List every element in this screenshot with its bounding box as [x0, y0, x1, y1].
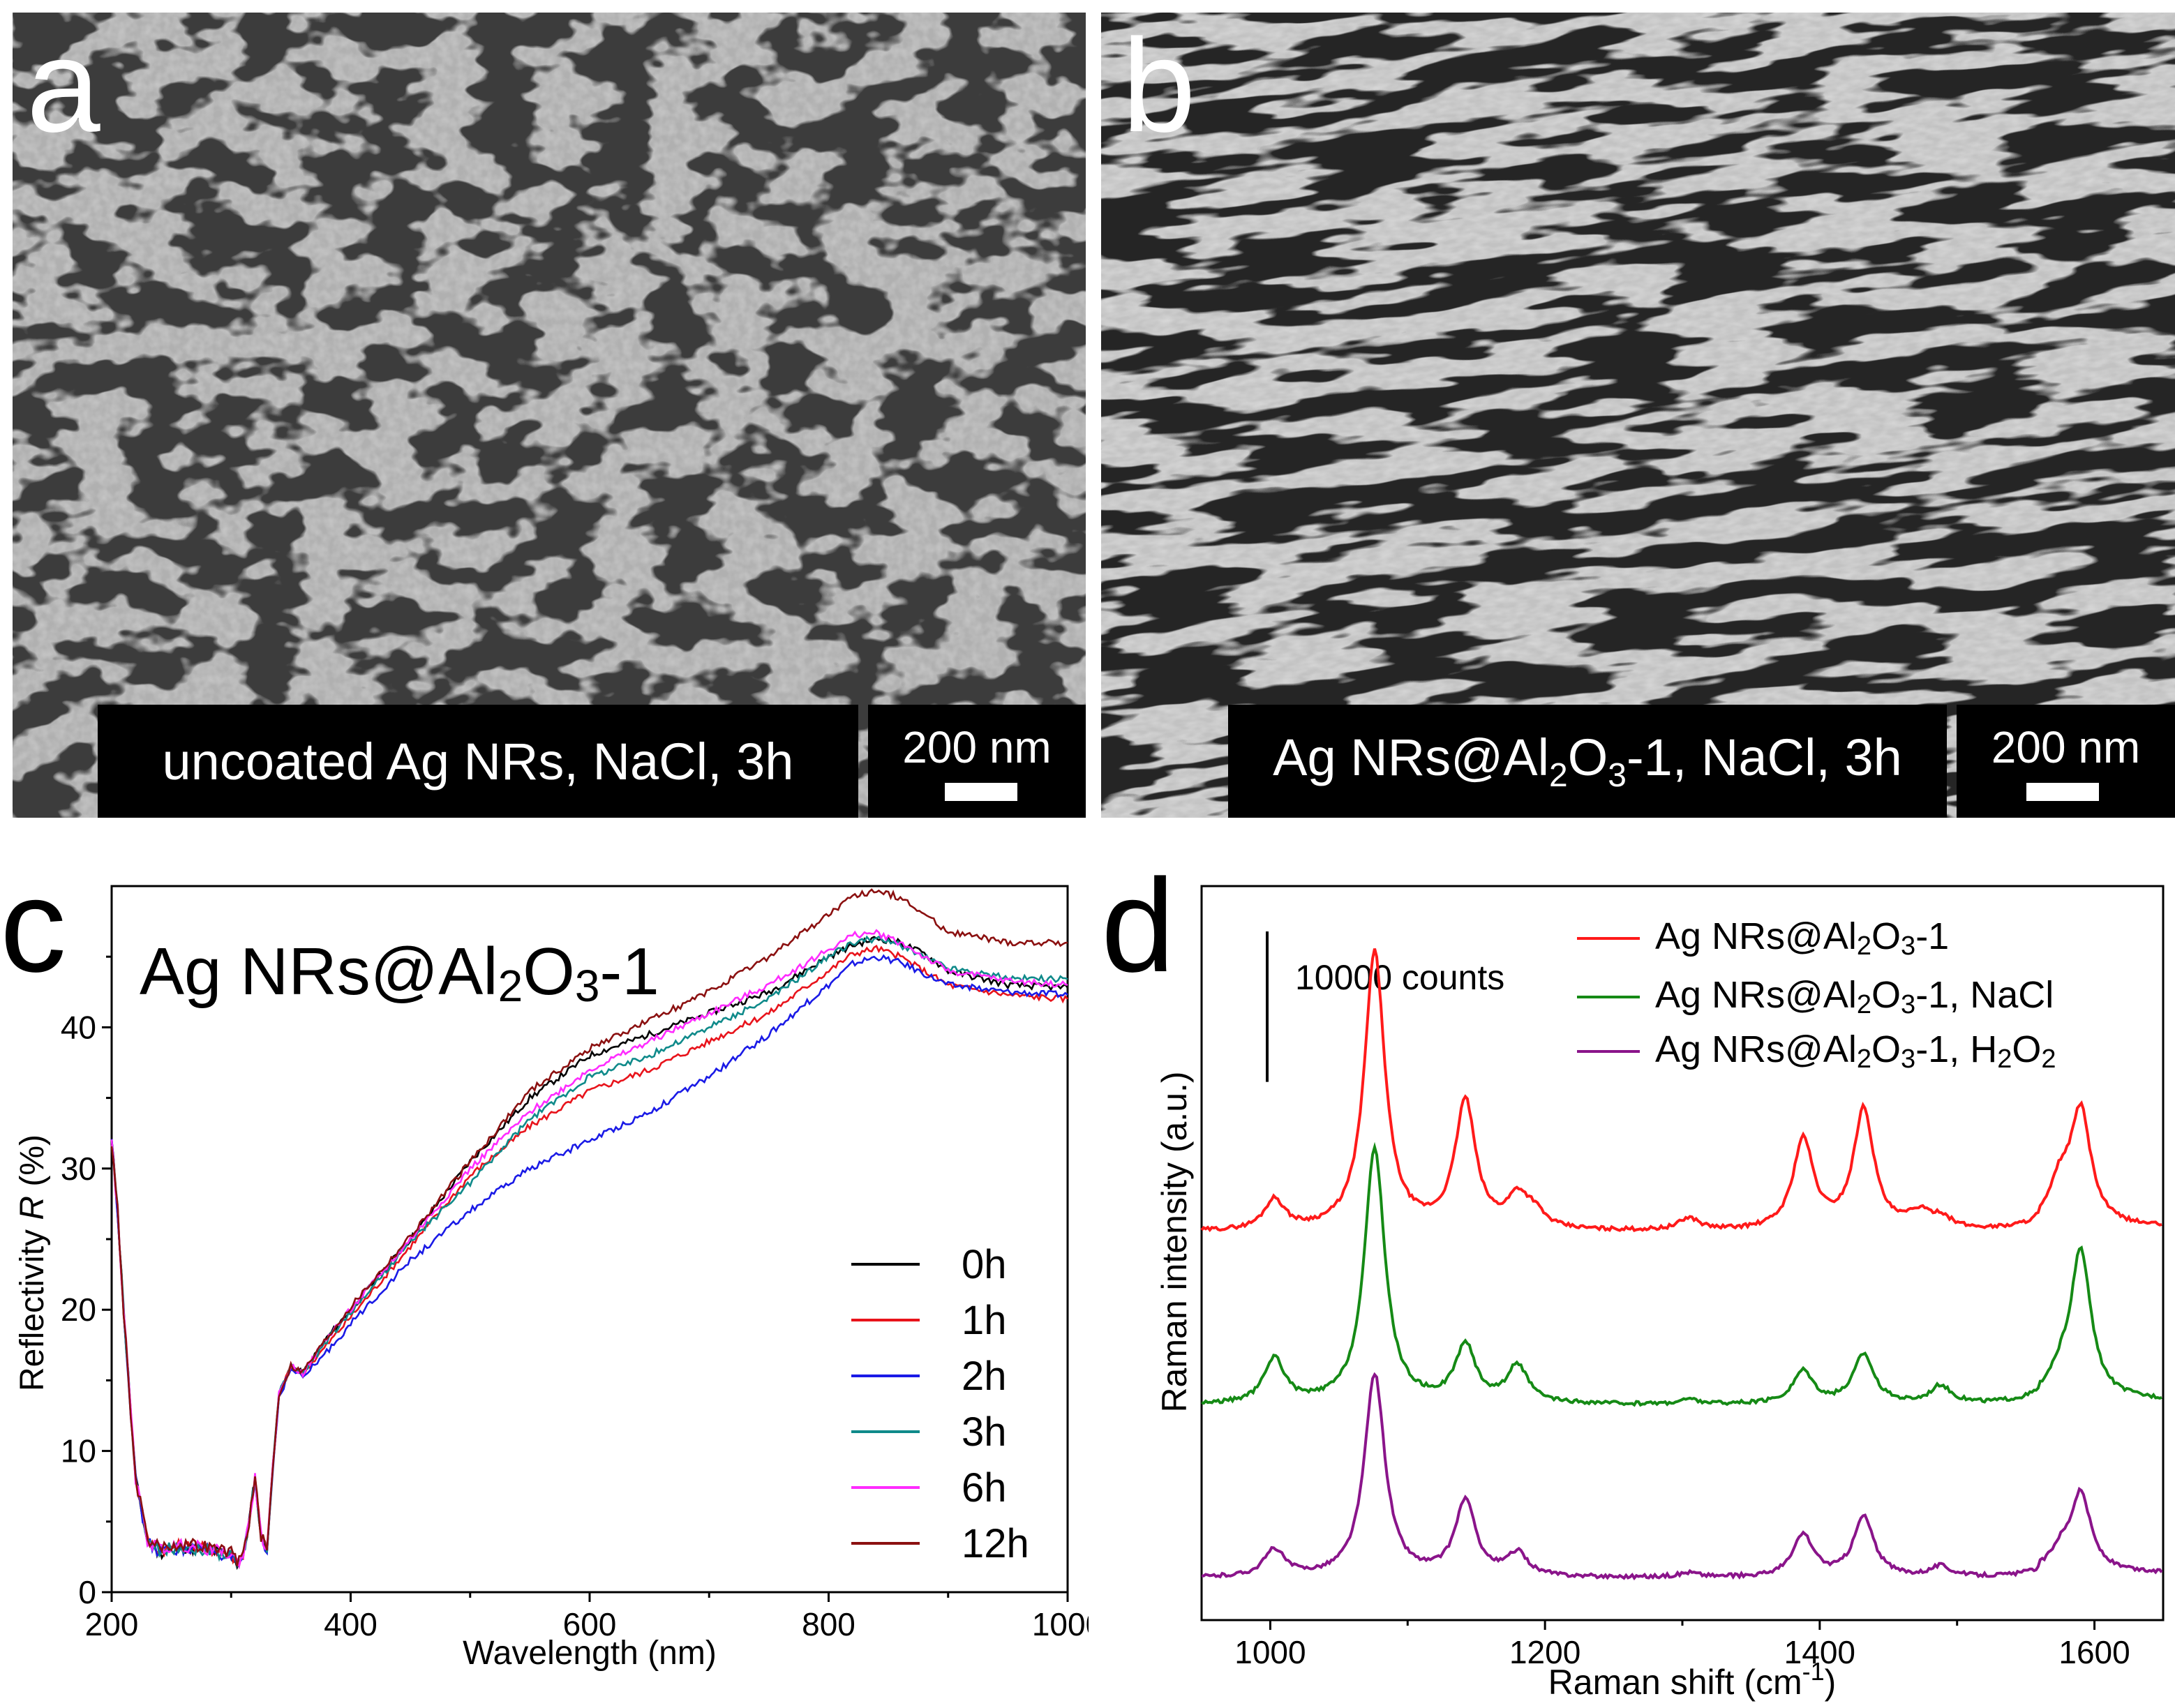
series-line-h2o2 [1202, 1372, 2163, 1581]
chart-c-title: Ag NRs@Al2O3-1 [140, 934, 659, 1011]
x-tick-label-d: 1600 [2058, 1634, 2130, 1670]
panel-label-b: b [1122, 13, 1196, 160]
legend-label-3h: 3h [962, 1409, 1007, 1455]
x-tick-label-c: 800 [802, 1606, 855, 1642]
sem-image-a [13, 13, 1086, 818]
legend-label-6h: 6h [962, 1465, 1007, 1511]
scale-box-b: 200 nm [1957, 705, 2175, 818]
x-tick-label-c: 400 [324, 1606, 378, 1642]
series-line-3h [110, 935, 1068, 1568]
series-line-6h [110, 929, 1068, 1570]
scale-label-b: 200 nm [1991, 722, 2141, 772]
scalebar-label: 10000 counts [1295, 958, 1504, 997]
chart-c-xlabel: Wavelength (nm) [463, 1635, 717, 1672]
sem-panel-b: b Ag NRs@Al2O3-1, NaCl, 3h 200 nm [1101, 13, 2175, 818]
x-tick-label-c: 1000 [1032, 1606, 1089, 1642]
y-tick-label-c: 20 [61, 1291, 96, 1328]
series-line-0h [110, 936, 1069, 1571]
panel-label-a: a [27, 13, 100, 160]
y-tick-label-c: 10 [61, 1433, 96, 1469]
chart-c-ylabel: Reflectivity R (%) [14, 1134, 51, 1391]
reflectivity-chart: Ag NRs@Al2O3-1 200 400 600 800 1000 0 10 20 30 40… [14, 885, 1089, 1672]
y-tick-label-c: 40 [61, 1009, 96, 1045]
x-tick-label-c: 600 [563, 1606, 617, 1642]
legend-label-2h: 2h [962, 1354, 1007, 1399]
scale-label-a: 200 nm [902, 722, 1052, 772]
legend-label-12h: 12h [962, 1521, 1029, 1566]
panel-label-c: c [0, 852, 66, 1000]
caption-b: Ag NRs@Al2O3-1, NaCl, 3h [1228, 705, 1947, 818]
legend-label-pristine: Ag NRs@Al2O3-1 [1655, 915, 1949, 961]
scale-bar-b [2026, 783, 2099, 801]
legend-label-0h: 0h [962, 1242, 1007, 1287]
legend-label-1h: 1h [962, 1298, 1007, 1343]
panel-label-d: d [1101, 852, 1175, 1000]
scale-bar-a [945, 783, 1017, 801]
y-tick-label-c: 30 [61, 1151, 96, 1187]
sem-panel-a: a uncoated Ag NRs, NaCl, 3h 200 nm [13, 13, 1086, 818]
series-line-pristine [1200, 948, 2162, 1233]
scale-box-a: 200 nm [868, 705, 1086, 818]
chart-d-ylabel: Raman intensity (a.u.) [1155, 1071, 1194, 1412]
sem-image-b [1101, 13, 2175, 818]
legend-label-nacl: Ag NRs@Al2O3-1, NaCl [1655, 974, 2054, 1019]
chart-d-xlabel: Raman shift (cm-1) [1548, 1657, 1837, 1702]
x-tick-label-d: 1200 [1509, 1634, 1580, 1670]
x-tick-label-d: 1000 [1234, 1634, 1306, 1670]
y-tick-label-c: 0 [78, 1574, 96, 1610]
caption-b-text: Ag NRs@Al2O3-1, NaCl, 3h [1273, 728, 1902, 794]
chart-d-frame [1200, 885, 2165, 1621]
x-tick-label-c: 200 [85, 1606, 139, 1642]
x-tick-label-d: 1400 [1784, 1634, 1855, 1670]
caption-a: uncoated Ag NRs, NaCl, 3h [98, 705, 858, 818]
series-line-2h [110, 954, 1068, 1563]
legend-label-h2o2: Ag NRs@Al2O3-1, H2O2 [1655, 1028, 2056, 1074]
caption-a-text: uncoated Ag NRs, NaCl, 3h [162, 732, 794, 791]
series-line-nacl [1201, 1141, 2162, 1407]
series-line-1h [110, 945, 1068, 1569]
series-line-12h [110, 888, 1068, 1566]
